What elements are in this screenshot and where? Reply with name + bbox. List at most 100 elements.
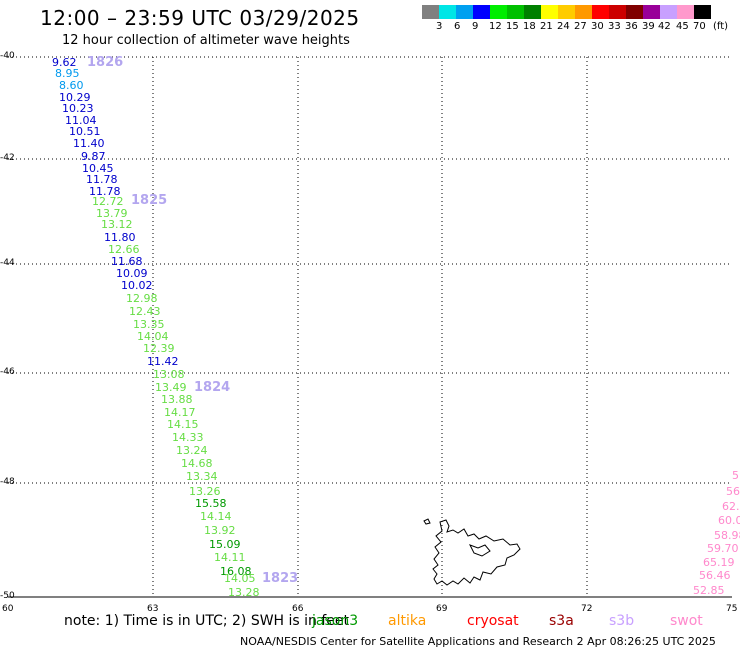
- wave-height-value: 13.79: [96, 207, 128, 220]
- wave-height-value: 58.98: [714, 529, 740, 542]
- legend-swatch: [524, 5, 541, 19]
- wave-height-value: 11.78: [86, 173, 118, 186]
- legend-label: 6: [454, 21, 461, 32]
- wave-height-value: 11.78: [89, 185, 121, 198]
- longitude-tick-label: 75: [726, 604, 738, 614]
- wave-height-value: 11.68: [111, 255, 143, 268]
- wave-height-value: 13.12: [101, 218, 133, 231]
- legend-label: 70: [693, 21, 706, 32]
- wave-height-value: 14.15: [167, 418, 199, 431]
- legend-label: 24: [557, 21, 570, 32]
- longitude-tick-label: 72: [581, 604, 593, 614]
- legend-label: 42: [658, 21, 671, 32]
- wave-height-value: 11.42: [147, 355, 179, 368]
- legend-swatch: [439, 5, 456, 19]
- wave-height-value: 13.88: [161, 393, 193, 406]
- wave-height-value: 12.43: [129, 305, 161, 318]
- legend-label: 30: [591, 21, 604, 32]
- legend-label: 15: [506, 21, 519, 32]
- page-subtitle: 12 hour collection of altimeter wave hei…: [62, 33, 350, 48]
- satellite-label-altika: altika: [388, 613, 427, 629]
- wave-height-value: 9.62: [52, 56, 77, 69]
- wave-height-value: 65.19: [703, 556, 735, 569]
- wave-height-value: 13.34: [186, 470, 218, 483]
- satellite-label-s3a: s3a: [549, 613, 574, 629]
- legend-label: 33: [608, 21, 621, 32]
- wave-height-value: 14.04: [137, 330, 169, 343]
- legend-swatch: [660, 5, 677, 19]
- legend-label: 27: [574, 21, 587, 32]
- wave-height-value: 14.05: [224, 572, 256, 585]
- legend-label: 3: [436, 21, 443, 32]
- wave-height-value: 8.95: [55, 67, 80, 80]
- pass-number-label: 1826: [87, 55, 124, 70]
- wave-height-value: 15.58: [195, 497, 227, 510]
- latitude-tick-label: -44: [0, 258, 15, 268]
- latitude-tick-label: -42: [0, 153, 15, 163]
- satellite-label-cryosat: cryosat: [467, 613, 519, 629]
- wave-height-value: 56: [726, 485, 740, 498]
- wave-height-value: 5: [732, 469, 739, 482]
- wave-height-value: 10.23: [62, 102, 94, 115]
- wave-height-value: 62.: [722, 500, 740, 513]
- note-text: note: 1) Time is in UTC; 2) SWH is in fe…: [64, 613, 350, 629]
- latitude-tick-label: -50: [0, 591, 15, 601]
- wave-height-value: 13.49: [155, 381, 187, 394]
- legend-swatch: [507, 5, 524, 19]
- wave-height-value: 52.85: [693, 584, 725, 597]
- footer-credit: NOAA/NESDIS Center for Satellite Applica…: [240, 635, 716, 648]
- legend-label: 18: [523, 21, 536, 32]
- pass-number-label: 1825: [131, 193, 168, 208]
- wave-height-value: 13.35: [133, 318, 165, 331]
- legend-swatch: [643, 5, 660, 19]
- satellite-label-s3b: s3b: [609, 613, 635, 629]
- wave-height-value: 12.39: [143, 342, 175, 355]
- wave-height-value: 15.09: [209, 538, 241, 551]
- pass-number-label: 1823: [262, 571, 299, 586]
- wave-height-value: 14.11: [214, 551, 246, 564]
- legend-swatch: [694, 5, 711, 19]
- color-legend: 3 6 9 12 15 18 21 24 27 30 33 36 39 42 45 70 (ft): [422, 5, 740, 35]
- latitude-tick-label: -46: [0, 367, 15, 377]
- legend-swatch: [490, 5, 507, 19]
- legend-swatch: [473, 5, 490, 19]
- wave-height-value: 14.68: [181, 457, 213, 470]
- wave-height-value: 11.80: [104, 231, 136, 244]
- wave-height-value: 56.46: [699, 569, 731, 582]
- legend-labels: 3 6 9 12 15 18 21 24 27 30 33 36 39 42 45 70 (ft): [422, 21, 740, 35]
- map-grid: [8, 56, 732, 598]
- wave-height-value: 12.66: [108, 243, 140, 256]
- legend-label: 39: [642, 21, 655, 32]
- wave-height-value: 8.60: [59, 79, 84, 92]
- wave-height-value: 10.51: [69, 125, 101, 138]
- wave-height-value: 11.04: [65, 114, 97, 127]
- wave-height-value: 12.98: [126, 292, 158, 305]
- wave-height-value: 10.09: [116, 267, 148, 280]
- legend-swatch: [456, 5, 473, 19]
- satellite-label-swot: swot: [670, 613, 703, 629]
- wave-height-value: 9.87: [81, 150, 106, 163]
- legend-label: 12: [489, 21, 502, 32]
- wave-height-value: 59.70: [707, 542, 739, 555]
- legend-swatch: [541, 5, 558, 19]
- satellite-label-jason3: jason3: [312, 613, 359, 629]
- legend-swatch: [626, 5, 643, 19]
- legend-swatch: [592, 5, 609, 19]
- wave-height-value: 13.08: [153, 368, 185, 381]
- legend-label: 21: [540, 21, 553, 32]
- longitude-tick-label: 60: [2, 604, 14, 614]
- wave-height-value: 14.17: [164, 406, 196, 419]
- longitude-tick-label: 63: [147, 604, 159, 614]
- legend-swatch: [609, 5, 626, 19]
- latitude-tick-label: -40: [0, 51, 15, 61]
- legend-label: (ft): [713, 21, 729, 32]
- longitude-tick-label: 69: [436, 604, 448, 614]
- wave-height-value: 13.92: [204, 524, 236, 537]
- legend-label: 9: [472, 21, 479, 32]
- latitude-tick-label: -48: [0, 477, 15, 487]
- page-title: 12:00 – 23:59 UTC 03/29/2025: [40, 6, 360, 30]
- wave-height-value: 14.33: [172, 431, 204, 444]
- land-kerguelen-islands: [432, 519, 521, 586]
- wave-height-value: 16.08: [220, 565, 252, 578]
